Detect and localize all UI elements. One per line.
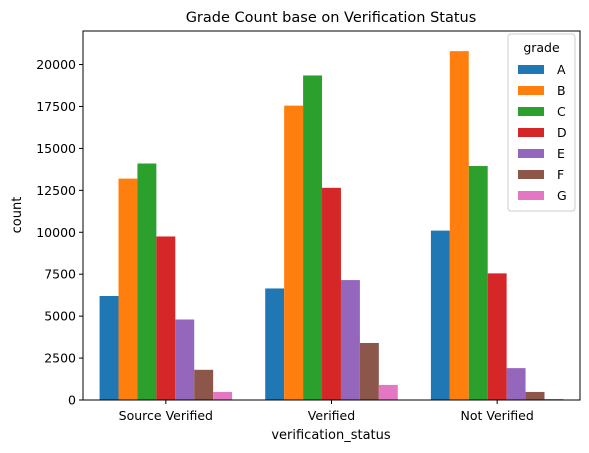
bar-b-0 (118, 178, 138, 400)
legend-label-f: F (557, 167, 564, 182)
bar-a-2 (430, 230, 450, 400)
y-tick-label: 10000 (36, 225, 76, 240)
y-tick-label: 5000 (44, 309, 76, 324)
y-axis: 0 2500 5000 7500 10000 12500 15000 17500 20000 (36, 57, 83, 408)
legend-label-d: D (557, 125, 567, 140)
legend-swatch-b (518, 86, 544, 95)
legend-swatch-e (518, 149, 544, 158)
y-tick-label: 0 (68, 393, 76, 408)
bar-f-2 (525, 391, 545, 400)
x-tick-label: Source Verified (119, 408, 213, 423)
legend-swatch-g (518, 191, 544, 200)
x-axis-label: verification_status (271, 428, 391, 443)
bar-f-0 (194, 369, 214, 400)
bar-c-2 (468, 166, 488, 400)
legend-label-c: C (557, 104, 566, 119)
y-tick-label: 15000 (36, 141, 76, 156)
bar-a-0 (99, 296, 119, 400)
y-axis-label: count (10, 197, 25, 234)
bar-g-1 (378, 384, 398, 400)
legend-label-b: B (557, 83, 566, 98)
bar-d-2 (487, 273, 507, 400)
chart-title: Grade Count base on Verification Status (186, 10, 477, 26)
bar-e-0 (175, 319, 195, 400)
bar-d-0 (156, 236, 176, 400)
plot-frame (82, 30, 581, 401)
bar-a-1 (265, 288, 285, 400)
bar-d-1 (322, 187, 341, 400)
y-tick-label: 17500 (36, 99, 76, 114)
legend-swatch-c (518, 107, 544, 116)
legend-swatch-a (518, 65, 544, 74)
bar-g-0 (213, 391, 233, 400)
legend-title: grade (523, 40, 560, 55)
legend-swatch-d (518, 128, 544, 137)
y-tick-label: 7500 (44, 267, 76, 282)
bar-c-1 (303, 75, 323, 400)
legend-swatch-f (518, 170, 544, 179)
legend-label-g: G (557, 188, 567, 203)
bar-g-2 (544, 398, 564, 400)
bars-group (99, 51, 564, 400)
x-tick-label: Verified (308, 408, 355, 423)
x-tick-label: Not Verified (461, 408, 534, 423)
x-axis: Source Verified Verified Not Verified (119, 400, 534, 423)
bar-b-1 (284, 105, 304, 400)
bar-e-1 (340, 280, 360, 400)
bar-f-1 (359, 342, 379, 400)
bar-e-2 (506, 368, 526, 400)
legend-label-a: A (557, 62, 566, 77)
y-tick-label: 20000 (36, 57, 76, 72)
y-tick-label: 12500 (36, 183, 76, 198)
bar-c-0 (137, 163, 157, 400)
bar-b-2 (449, 51, 469, 400)
y-tick-label: 2500 (44, 351, 76, 366)
legend-box (507, 33, 576, 212)
legend-label-e: E (557, 146, 565, 161)
